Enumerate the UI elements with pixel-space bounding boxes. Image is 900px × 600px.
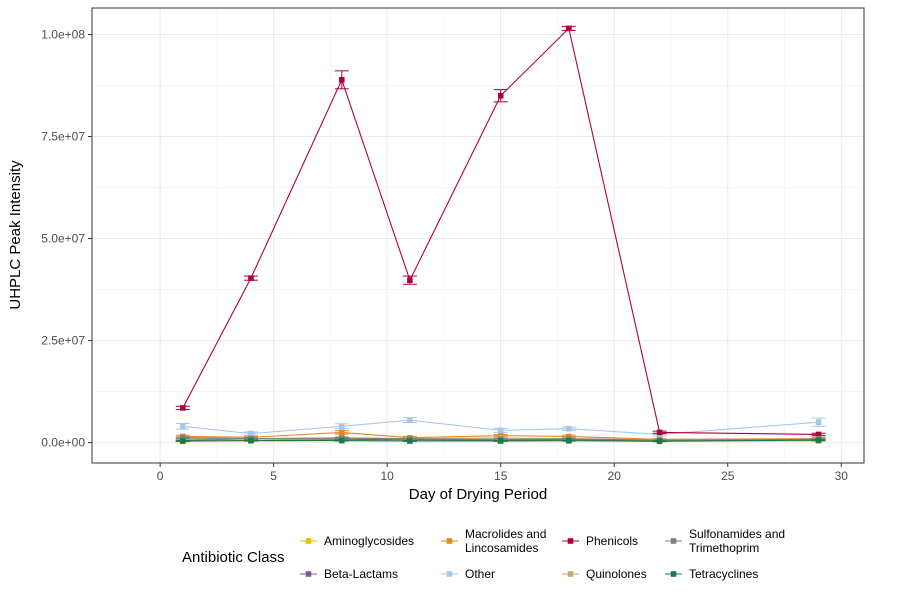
- y-tick-label: 7.5e+07: [41, 130, 85, 144]
- data-point: [338, 437, 345, 444]
- series-line: [182, 27, 819, 435]
- data-point: [815, 431, 822, 438]
- legend-key-point: [567, 571, 574, 577]
- data-point: [248, 437, 254, 444]
- legend-label: Phenicols: [586, 534, 638, 548]
- series-line: [182, 431, 819, 440]
- data-point: [248, 430, 254, 437]
- data-point: [815, 437, 822, 443]
- legend-key: [300, 571, 317, 577]
- legend-key: [665, 571, 682, 577]
- data-point: [338, 429, 345, 436]
- legend-key-point: [305, 538, 312, 544]
- data-point: [566, 425, 572, 432]
- data-point: [815, 419, 822, 425]
- data-point: [656, 438, 663, 444]
- axes: 0 5 10 15 20 25 30 0.0e+00 2.5e+07 5.0e+07 7.5e+07…: [41, 28, 848, 483]
- series-layer: [175, 25, 826, 445]
- series-phenicols: [175, 25, 826, 438]
- x-tick-label: 30: [835, 469, 849, 483]
- legend-label: Tetracyclines: [689, 567, 758, 581]
- legend-title: Antibiotic Class: [182, 549, 285, 566]
- y-tick-label: 2.5e+07: [41, 334, 85, 348]
- data-point: [566, 437, 572, 444]
- legend-key-point: [446, 538, 453, 544]
- data-point: [407, 417, 413, 423]
- data-point: [248, 275, 254, 281]
- legend-label: Aminoglycosides: [324, 534, 414, 548]
- legend-key-point: [670, 538, 677, 544]
- series-line: [182, 437, 819, 441]
- y-tick-label: 0.0e+00: [41, 436, 85, 450]
- data-point: [338, 77, 345, 83]
- legend: Aminoglycosides Beta-Lactams Macrolides an…: [300, 527, 785, 581]
- data-point: [497, 438, 504, 444]
- legend-key-point: [670, 571, 677, 577]
- legend-key: [441, 571, 458, 577]
- data-point: [180, 423, 186, 430]
- y-axis-title: UHPLC Peak Intensity: [7, 160, 24, 310]
- y-tick-label: 1.0e+08: [41, 28, 85, 42]
- plot-border: [91, 7, 865, 464]
- data-point: [180, 438, 186, 444]
- legend-key: [562, 571, 579, 577]
- series-line: [182, 419, 819, 435]
- legend-key-point: [305, 571, 312, 577]
- legend-label: Quinolones: [586, 567, 647, 581]
- legend-label-line2: Trimethoprim: [689, 541, 759, 555]
- legend-key-point: [567, 538, 574, 544]
- legend-key: [300, 538, 317, 544]
- legend-key-point: [446, 571, 453, 577]
- grid: [92, 8, 864, 463]
- x-tick-label: 15: [494, 469, 508, 483]
- series-tetracyclines: [175, 437, 826, 444]
- data-point: [180, 434, 186, 441]
- data-point: [497, 427, 504, 434]
- data-point: [407, 438, 413, 444]
- y-tick-label: 5.0e+07: [41, 232, 85, 246]
- data-point: [656, 429, 663, 436]
- data-point: [180, 405, 186, 411]
- legend-label: Beta-Lactams: [324, 567, 398, 581]
- legend-label-line2: Lincosamides: [465, 541, 538, 555]
- data-point: [407, 277, 413, 283]
- data-point: [566, 25, 572, 32]
- x-tick-label: 0: [157, 469, 164, 483]
- legend-key: [665, 538, 682, 544]
- x-axis-title: Day of Drying Period: [409, 486, 547, 503]
- x-tick-label: 10: [380, 469, 394, 483]
- legend-label: Sulfonamides and: [689, 527, 785, 541]
- series-line: [182, 439, 819, 442]
- plot-panel: [92, 8, 864, 463]
- legend-key: [562, 538, 579, 544]
- legend-key: [441, 538, 458, 544]
- x-tick-label: 20: [608, 469, 622, 483]
- legend-label: Other: [465, 567, 495, 581]
- legend-label: Macrolides and: [465, 527, 546, 541]
- x-tick-label: 25: [721, 469, 735, 483]
- x-tick-label: 5: [270, 469, 277, 483]
- data-point: [338, 423, 345, 430]
- data-point: [497, 92, 504, 99]
